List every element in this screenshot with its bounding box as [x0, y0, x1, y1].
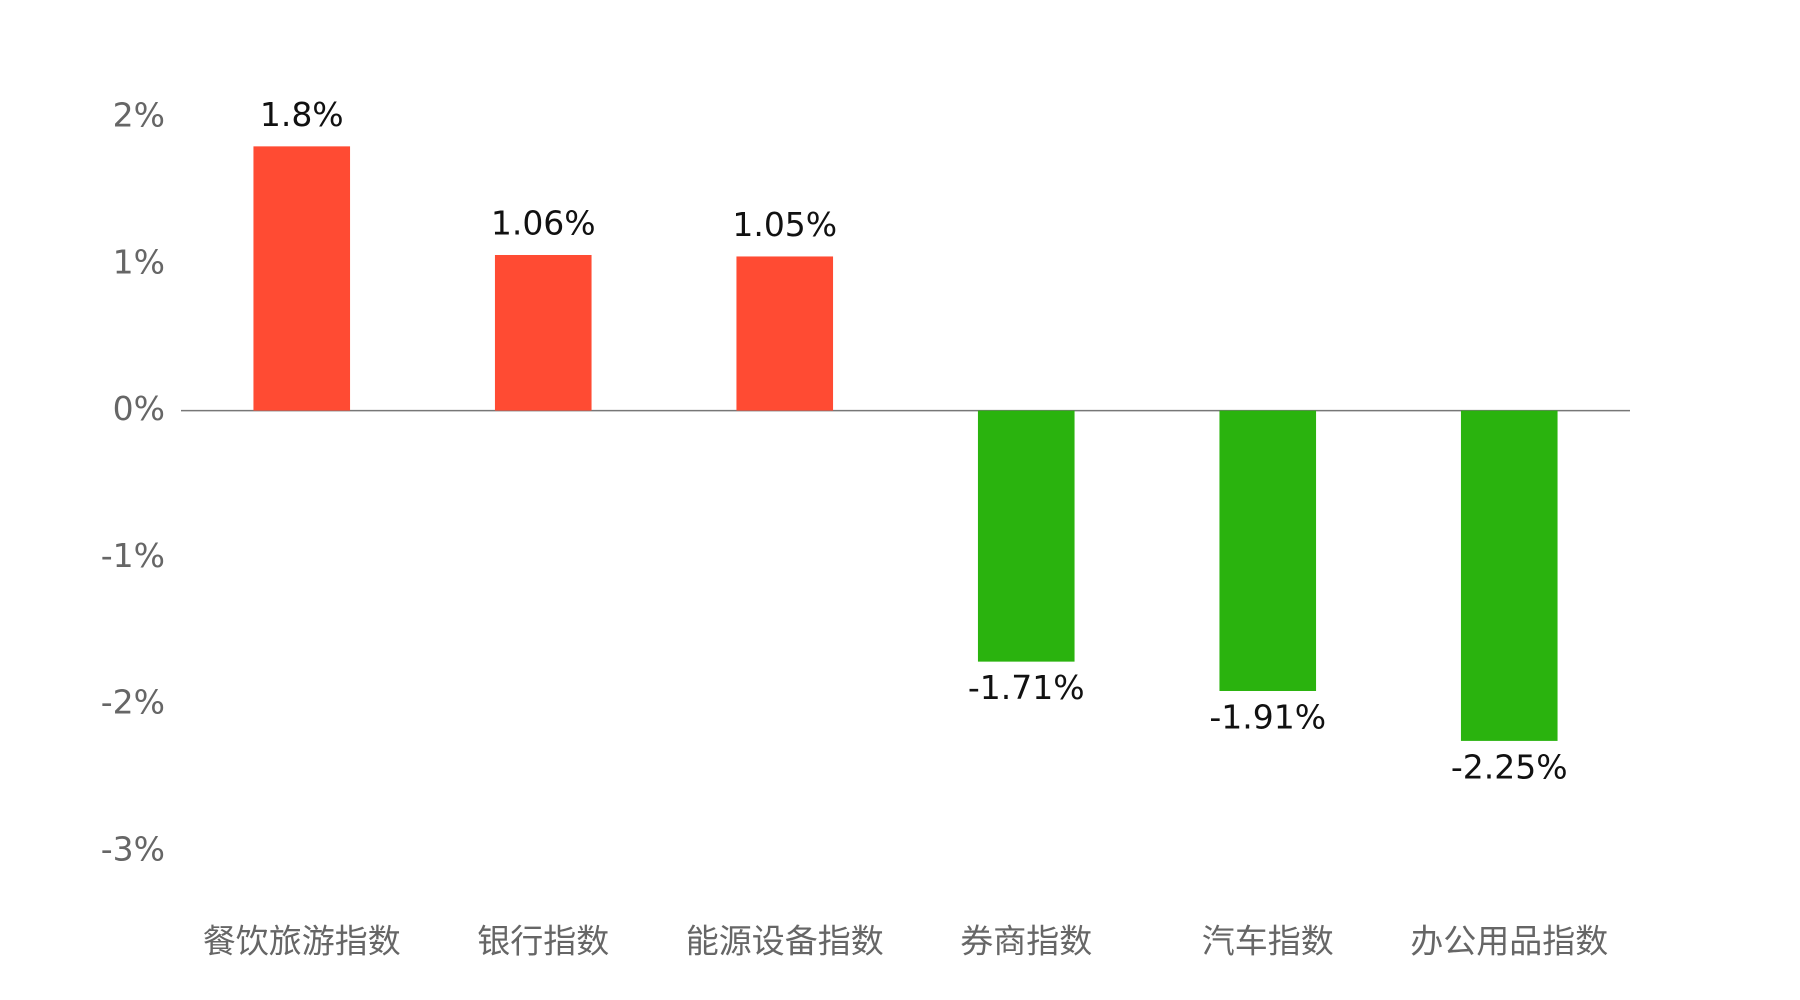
y-tick-label: -1% — [101, 536, 165, 575]
y-tick-label: 2% — [113, 96, 165, 135]
x-tick-label: 银行指数 — [477, 922, 609, 961]
bar — [494, 254, 592, 411]
value-label: -1.91% — [1209, 697, 1326, 736]
value-label: 1.8% — [260, 95, 344, 134]
value-label: 1.06% — [491, 203, 596, 242]
bar — [253, 146, 351, 411]
x-tick-label: 能源设备指数 — [686, 922, 884, 961]
x-tick-label: 汽车指数 — [1202, 922, 1334, 961]
x-tick-label: 办公用品指数 — [1410, 922, 1608, 961]
value-label: -2.25% — [1451, 747, 1568, 786]
y-tick-label: -3% — [101, 830, 165, 869]
x-tick-label: 餐饮旅游指数 — [203, 922, 401, 961]
bar — [1219, 410, 1317, 691]
y-tick-label: 0% — [113, 389, 165, 428]
y-tick-label: -2% — [101, 683, 165, 722]
x-tick-label: 券商指数 — [960, 922, 1092, 961]
bar — [1460, 410, 1558, 741]
value-label: -1.71% — [968, 668, 1085, 707]
value-label: 1.05% — [732, 205, 837, 244]
y-tick-label: 1% — [113, 242, 165, 281]
bar — [736, 256, 834, 411]
bar — [977, 410, 1075, 662]
